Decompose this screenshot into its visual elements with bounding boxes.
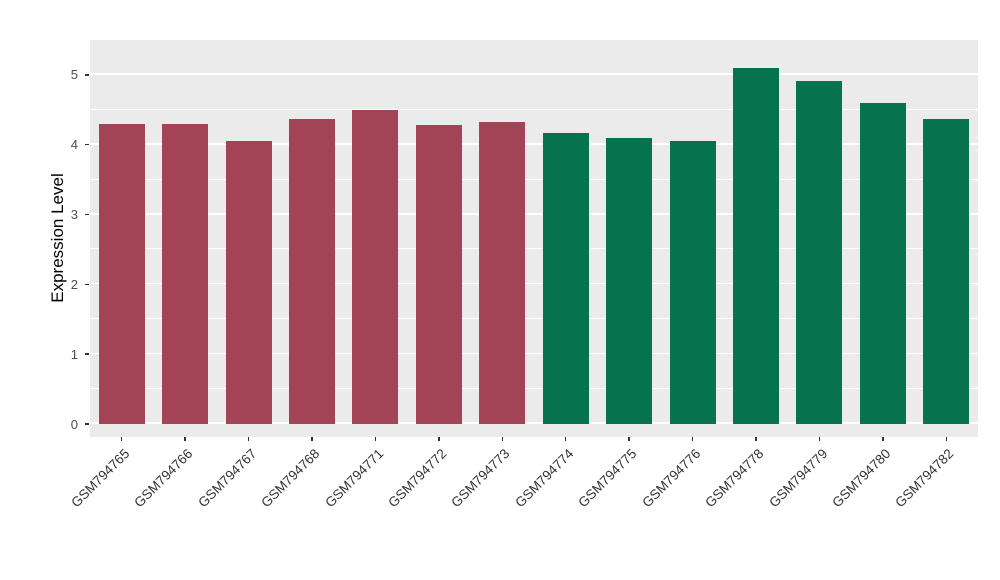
- bar-GSM794776: [669, 140, 716, 424]
- gridline-major: [90, 212, 978, 215]
- gridline-minor: [90, 108, 978, 110]
- x-tick-label: GSM794778: [702, 446, 767, 511]
- y-tick-mark: [85, 74, 89, 76]
- x-tick-mark: [945, 437, 947, 441]
- x-tick-label: GSM794774: [512, 446, 577, 511]
- x-tick-mark: [628, 437, 630, 441]
- x-tick-label: GSM794766: [131, 446, 196, 511]
- x-tick-label: GSM794780: [829, 446, 894, 511]
- x-tick-label: GSM794767: [194, 446, 260, 511]
- x-tick-mark: [247, 437, 250, 441]
- bar-GSM794782: [923, 118, 970, 424]
- bar-GSM794774: [542, 132, 589, 424]
- bar-GSM794773: [479, 122, 526, 424]
- x-tick-mark: [438, 437, 440, 441]
- x-tick-label: GSM794776: [638, 446, 704, 511]
- y-tick-mark: [85, 423, 89, 425]
- x-tick-mark: [755, 437, 757, 441]
- gridline-major: [90, 282, 978, 285]
- y-axis-title: Expression Level: [48, 173, 67, 303]
- gridline-major: [90, 352, 978, 355]
- x-tick-label: GSM794765: [68, 446, 133, 511]
- x-tick-mark: [121, 437, 123, 441]
- bar-GSM794780: [859, 102, 906, 424]
- x-tick-label: GSM794773: [448, 446, 513, 511]
- gridline-minor: [90, 248, 978, 250]
- bar-GSM794771: [352, 109, 399, 424]
- bar-GSM794765: [98, 123, 145, 424]
- x-tick-mark: [818, 437, 821, 441]
- x-tick-mark: [882, 437, 884, 441]
- gridline-minor: [90, 388, 978, 390]
- x-tick-mark: [501, 437, 503, 441]
- y-tick-label: 1: [70, 346, 78, 362]
- bar-GSM794768: [289, 118, 335, 424]
- x-tick-mark: [565, 437, 567, 441]
- y-tick-mark: [85, 144, 89, 146]
- bar-GSM794778: [733, 67, 779, 424]
- gridline-minor: [90, 318, 978, 320]
- gridline-minor: [90, 178, 978, 180]
- x-tick-label: GSM794782: [892, 446, 957, 511]
- x-tick-label: GSM794779: [765, 446, 831, 511]
- x-tick-label: GSM794771: [321, 446, 387, 511]
- x-tick-mark: [691, 437, 694, 441]
- bar-GSM794767: [225, 140, 272, 424]
- x-tick-mark: [311, 437, 313, 441]
- x-tick-mark: [374, 437, 377, 441]
- y-tick-label: 5: [70, 67, 78, 83]
- y-tick-mark: [85, 213, 89, 216]
- x-tick-label: GSM794775: [575, 446, 640, 511]
- y-tick-label: 0: [70, 416, 78, 432]
- bar-GSM794766: [162, 124, 209, 424]
- bar-GSM794772: [415, 125, 462, 424]
- gridline-major: [90, 143, 978, 145]
- y-tick-mark: [85, 353, 89, 355]
- x-tick-mark: [184, 437, 186, 441]
- bar-GSM794775: [606, 138, 653, 424]
- gridline-major: [90, 422, 978, 424]
- gridline-major: [90, 73, 978, 75]
- y-tick-label: 4: [70, 137, 78, 153]
- chart-panel: [90, 40, 978, 437]
- y-tick-mark: [85, 283, 89, 286]
- bar-GSM794779: [796, 81, 843, 424]
- x-tick-label: GSM794768: [258, 446, 323, 511]
- x-tick-label: GSM794772: [385, 446, 450, 511]
